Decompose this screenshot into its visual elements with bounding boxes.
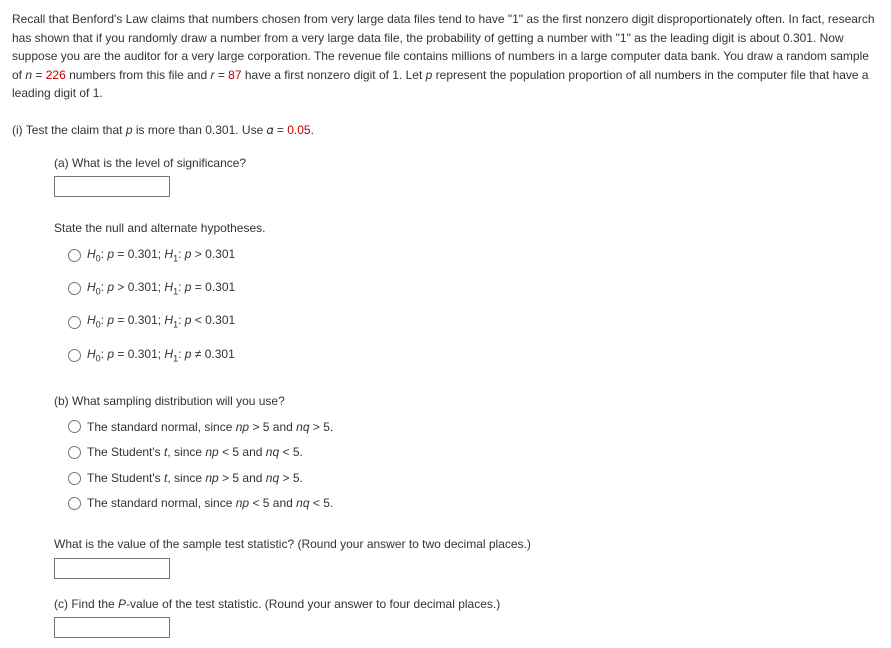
dist-option-1: The standard normal, since np > 5 and nq… xyxy=(87,418,333,437)
pvalue-input[interactable] xyxy=(54,617,170,638)
dist-option-3: The Student's t, since np > 5 and nq > 5… xyxy=(87,469,303,488)
hyp-option-4: H0: p = 0.301; H1: p ≠ 0.301 xyxy=(87,345,235,366)
hyp-radio-3[interactable] xyxy=(68,316,81,329)
dist-radio-1[interactable] xyxy=(68,420,81,433)
hypotheses-block: State the null and alternate hypotheses.… xyxy=(54,219,879,366)
dist-radio-4[interactable] xyxy=(68,497,81,510)
hyp-radio-2[interactable] xyxy=(68,282,81,295)
hyp-option-3: H0: p = 0.301; H1: p < 0.301 xyxy=(87,311,235,332)
eq2: = xyxy=(214,68,228,82)
intro-mid1: numbers from this file and xyxy=(66,68,211,82)
n-value: 226 xyxy=(46,68,66,82)
part-c: (c) Find the P-value of the test statist… xyxy=(54,595,879,639)
dist-radio-3[interactable] xyxy=(68,472,81,485)
intro-after-r: have a first nonzero digit of 1. Let xyxy=(242,68,426,82)
part-i: (i) Test the claim that p is more than 0… xyxy=(12,121,879,140)
part-i-dot: . xyxy=(311,123,314,137)
test-stat-input[interactable] xyxy=(54,558,170,579)
dist-option-4: The standard normal, since np < 5 and nq… xyxy=(87,494,333,513)
part-a-question: (a) What is the level of significance? xyxy=(54,154,879,173)
hyp-option-2: H0: p > 0.301; H1: p = 0.301 xyxy=(87,278,235,299)
eq1: = xyxy=(32,68,46,82)
part-b-question: (b) What sampling distribution will you … xyxy=(54,392,879,411)
part-b: (b) What sampling distribution will you … xyxy=(54,392,879,513)
alpha-value: 0.05 xyxy=(287,123,310,137)
test-stat-block: What is the value of the sample test sta… xyxy=(54,535,879,579)
dist-option-2: The Student's t, since np < 5 and nq < 5… xyxy=(87,443,303,462)
dist-radio-2[interactable] xyxy=(68,446,81,459)
part-i-p: p xyxy=(126,123,133,137)
r-value: 87 xyxy=(228,68,241,82)
part-a: (a) What is the level of significance? xyxy=(54,154,879,198)
part-c-question: (c) Find the P-value of the test statist… xyxy=(54,595,879,614)
part-i-prefix: (i) Test the claim that xyxy=(12,123,126,137)
c-post: -value of the test statistic. (Round you… xyxy=(126,597,500,611)
intro-paragraph: Recall that Benford's Law claims that nu… xyxy=(12,10,879,103)
part-i-mid: is more than 0.301. Use 𝛼 = xyxy=(133,123,288,137)
hypotheses-prompt: State the null and alternate hypotheses. xyxy=(54,219,879,238)
c-p: P xyxy=(118,597,126,611)
c-pre: (c) Find the xyxy=(54,597,118,611)
hyp-radio-4[interactable] xyxy=(68,349,81,362)
test-stat-question: What is the value of the sample test sta… xyxy=(54,535,879,554)
hyp-radio-1[interactable] xyxy=(68,249,81,262)
significance-input[interactable] xyxy=(54,176,170,197)
hyp-option-1: H0: p = 0.301; H1: p > 0.301 xyxy=(87,245,235,266)
